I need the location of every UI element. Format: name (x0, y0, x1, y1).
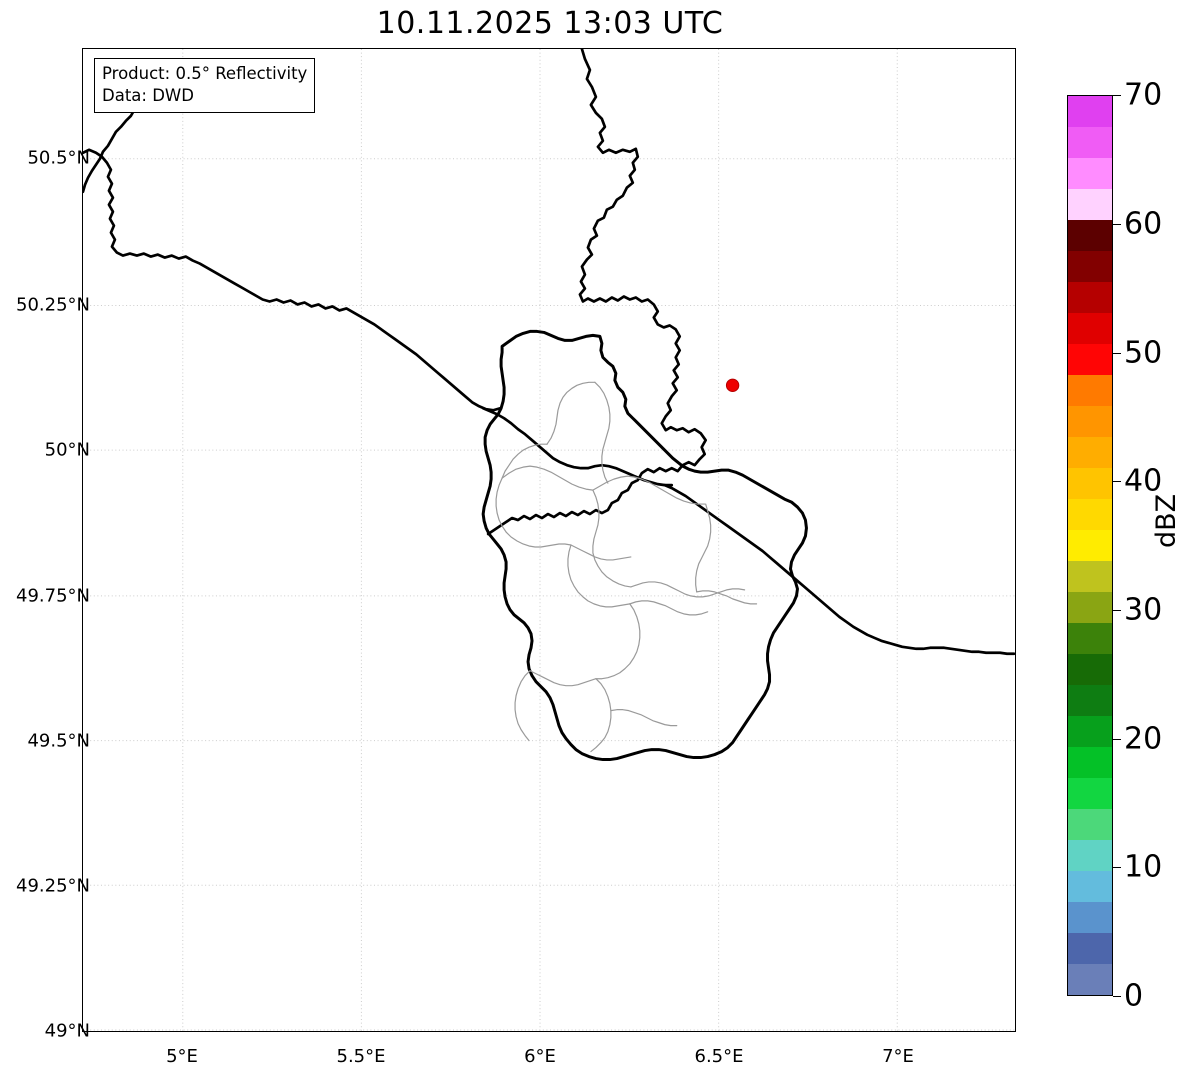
colorbar-band-3 (1068, 189, 1112, 220)
colorbar-band-8 (1068, 344, 1112, 375)
ytick-label-49-5n: 49.5°N (27, 730, 90, 752)
radar-map-panel[interactable]: Product: 0.5° Reflectivity Data: DWD (82, 48, 1016, 1032)
colorbar-band-19 (1068, 685, 1112, 716)
colorbar-band-26 (1068, 902, 1112, 933)
colorbar-band-21 (1068, 747, 1112, 778)
colorbar-band-18 (1068, 654, 1112, 685)
colorbar-label-10: 10 (1124, 849, 1163, 885)
colorbar-band-28 (1068, 964, 1112, 995)
colorbar-label-20: 20 (1124, 721, 1163, 757)
colorbar-axis-label: dBZ (1151, 493, 1182, 548)
colorbar-band-5 (1068, 251, 1112, 282)
radar-station-marker[interactable] (725, 378, 740, 393)
xtick-label-5-5e: 5.5°E (336, 1046, 386, 1067)
colorbar-tick-60 (1113, 224, 1121, 225)
colorbar-band-6 (1068, 282, 1112, 313)
colorbar-band-10 (1068, 406, 1112, 437)
colorbar-tick-50 (1113, 353, 1121, 354)
colorbar-band-23 (1068, 809, 1112, 840)
ytick-label-50n: 50°N (44, 439, 90, 461)
colorbar-band-12 (1068, 468, 1112, 499)
product-info-box: Product: 0.5° Reflectivity Data: DWD (94, 58, 316, 113)
info-product-line: Product: 0.5° Reflectivity (102, 64, 308, 83)
ytick-label-49-25n: 49.25°N (16, 875, 90, 897)
colorbar-band-1 (1068, 127, 1112, 158)
colorbar-band-17 (1068, 623, 1112, 654)
gridlines (83, 49, 1015, 1031)
ytick-label-50-25n: 50.25°N (16, 294, 90, 316)
colorbar-band-4 (1068, 220, 1112, 251)
page-title: 10.11.2025 13:03 UTC (376, 6, 724, 41)
xtick-label-6e: 6°E (524, 1046, 556, 1067)
colorbar-label-60: 60 (1124, 206, 1163, 242)
info-data-line: Data: DWD (102, 85, 194, 105)
colorbar-tick-70 (1113, 95, 1121, 96)
colorbar-band-27 (1068, 933, 1112, 964)
colorbar-band-25 (1068, 871, 1112, 902)
colorbar-tick-0 (1113, 996, 1121, 997)
colorbar-band-11 (1068, 437, 1112, 468)
colorbar-tick-40 (1113, 481, 1121, 482)
xtick-label-6-5e: 6.5°E (694, 1046, 744, 1067)
xtick-label-7e: 7°E (882, 1046, 914, 1067)
colorbar-band-13 (1068, 499, 1112, 530)
colorbar-band-15 (1068, 561, 1112, 592)
colorbar-band-7 (1068, 313, 1112, 344)
colorbar-band-2 (1068, 158, 1112, 189)
colorbar-band-9 (1068, 375, 1112, 406)
map-canvas (83, 49, 1015, 1031)
colorbar-label-0: 0 (1124, 978, 1144, 1014)
colorbar-band-0 (1068, 96, 1112, 127)
colorbar-tick-20 (1113, 739, 1121, 740)
colorbar-label-40: 40 (1124, 463, 1163, 499)
colorbar-band-stack (1068, 96, 1112, 995)
ytick-label-50-5n: 50.5°N (27, 147, 90, 169)
colorbar-tick-30 (1113, 610, 1121, 611)
colorbar-tick-10 (1113, 867, 1121, 868)
luxembourg-canton-borders (495, 381, 758, 753)
xtick-label-5e: 5°E (166, 1046, 198, 1067)
colorbar-label-30: 30 (1124, 592, 1163, 628)
colorbar-label-70: 70 (1124, 77, 1163, 113)
colorbar-band-16 (1068, 592, 1112, 623)
luxembourg-outline (481, 329, 808, 762)
colorbar-band-22 (1068, 778, 1112, 809)
reflectivity-colorbar[interactable] (1067, 95, 1113, 996)
colorbar-band-20 (1068, 716, 1112, 747)
colorbar-band-24 (1068, 840, 1112, 871)
country-borders (83, 49, 1015, 656)
colorbar-label-50: 50 (1124, 335, 1163, 371)
ytick-label-49n: 49°N (44, 1020, 90, 1042)
ytick-label-49-75n: 49.75°N (16, 585, 90, 607)
colorbar-band-14 (1068, 530, 1112, 561)
